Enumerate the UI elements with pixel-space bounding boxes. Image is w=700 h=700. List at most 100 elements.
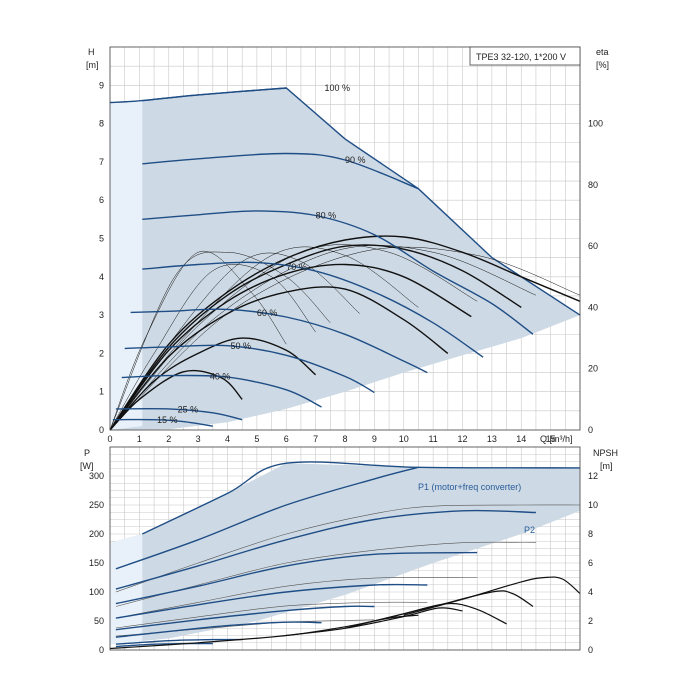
y-tick-label-left: 50 [94, 616, 104, 626]
p1-curve [115, 466, 419, 570]
efficiency-curve [109, 264, 316, 431]
power-axis-unit: [W] [80, 461, 94, 471]
head-flow-plot: 100 % 90 % 80 % 70 % 60 % 50 % 40 % 25 %15 % 0 1 2… [99, 46, 603, 444]
y-tick-label-left: 200 [89, 529, 104, 539]
efficiency-curve [109, 245, 536, 431]
x-tick-label: 1 [137, 434, 142, 444]
y-tick-label-right: 10 [588, 500, 598, 510]
x-tick-label: 9 [372, 434, 377, 444]
x-tick-label: 5 [254, 434, 259, 444]
x-tick-label: 10 [399, 434, 409, 444]
x-tick-label: 14 [516, 434, 526, 444]
plot-frame [109, 46, 581, 431]
operating-envelope [110, 88, 580, 430]
y-tick-label-left: 3 [99, 310, 104, 320]
power-axis-label: P [84, 448, 90, 458]
speed-curve-label: 50 % [230, 341, 251, 351]
speed-curve-label: 90 % [345, 155, 366, 165]
y-axis-unit-right: [%] [596, 60, 609, 70]
npsh-curve [403, 576, 581, 616]
y-axis-label-left: H [88, 47, 95, 57]
efficiency-curve [109, 246, 581, 431]
y-tick-label-left: 5 [99, 234, 104, 244]
x-tick-label: 7 [313, 434, 318, 444]
efficiency-curve-bold [109, 235, 581, 431]
y-axis-unit-left: [m] [86, 60, 99, 70]
y-tick-label-left: 1 [99, 387, 104, 397]
x-tick-label: 13 [487, 434, 497, 444]
p1-curve [115, 642, 213, 648]
p2-curve [115, 541, 536, 607]
p1-curve [115, 621, 322, 638]
x-tick-label: 4 [225, 434, 230, 444]
x-tick-label: 6 [284, 434, 289, 444]
y-tick-label-left: 0 [99, 645, 104, 655]
y-tick-label-right: 20 [588, 364, 598, 374]
y-tick-label-left: 8 [99, 119, 104, 129]
x-tick-label: 2 [166, 434, 171, 444]
p1-curve [115, 605, 375, 631]
y-tick-label-left: 9 [99, 80, 104, 90]
y-tick-label-left: 2 [99, 348, 104, 358]
npsh-axis-label: NPSH [593, 448, 618, 458]
power-plot: 0 50 100 150 200 250 300 0 2 4 6 8 10 12 [89, 446, 598, 655]
x-tick-label: 0 [107, 434, 112, 444]
p1-curve [115, 509, 536, 590]
y-tick-label-right: 4 [588, 587, 593, 597]
x-axis-label: Q [m³/h] [540, 434, 573, 444]
plot-frame [109, 446, 581, 651]
y-tick-label-right: 8 [588, 529, 593, 539]
y-tick-label-left: 300 [89, 471, 104, 481]
title-box [469, 46, 581, 66]
efficiency-curve-bold [109, 337, 317, 431]
title: TPE3 32-120, 1*200 V [476, 52, 566, 62]
y-tick-label-left: 100 [89, 587, 104, 597]
x-tick-label: 8 [342, 434, 347, 444]
speed-curve-label: 15 % [157, 415, 178, 425]
p1-curve [141, 461, 581, 535]
y-tick-label-left: 150 [89, 558, 104, 568]
p2-curve [115, 601, 428, 629]
p1-curve [115, 583, 428, 619]
speed-curve [142, 87, 287, 102]
speed-curve-label: 25 % [178, 405, 199, 415]
npsh-curve [374, 590, 534, 622]
y-tick-label-left: 4 [99, 272, 104, 282]
y-tick-label-right: 0 [588, 425, 593, 435]
y-axis-label-right: eta [596, 47, 609, 57]
speed-curve [115, 407, 243, 421]
y-tick-label-left: 0 [99, 425, 104, 435]
speed-curve-label: 60 % [257, 308, 278, 318]
x-tick-label: 3 [196, 434, 201, 444]
y-tick-label-right: 0 [588, 645, 593, 655]
y-tick-label-left: 7 [99, 157, 104, 167]
efficiency-curve-bold [109, 263, 472, 431]
speed-curve [121, 374, 322, 408]
speed-curve-label: 80 % [316, 211, 337, 221]
speed-curve [124, 344, 375, 394]
p2-curve [115, 504, 581, 593]
x-tick-label: 15 [546, 434, 556, 444]
npsh-axis-unit: [m] [600, 461, 613, 471]
y-tick-label-right: 100 [588, 119, 603, 129]
y-tick-label-left: 6 [99, 195, 104, 205]
speed-curve [142, 210, 534, 335]
npsh-curve [344, 602, 507, 629]
npsh-curve [286, 607, 463, 637]
speed-curve [130, 308, 428, 374]
y-tick-label-right: 12 [588, 471, 598, 481]
efficiency-curve [109, 250, 287, 431]
efficiency-curve-bold [109, 286, 449, 431]
y-tick-label-right: 6 [588, 558, 593, 568]
y-tick-label-right: 2 [588, 616, 593, 626]
low-flow-region [110, 534, 143, 645]
y-tick-label-left: 250 [89, 500, 104, 510]
p1-curve [115, 638, 243, 645]
p1-curve [115, 551, 478, 605]
speed-curve-label: 100 % [324, 83, 350, 93]
speed-curve-label: 40 % [210, 372, 231, 382]
speed-curve [142, 261, 484, 358]
speed-curve-label: 70 % [286, 262, 307, 272]
x-tick-label: 11 [428, 434, 437, 444]
